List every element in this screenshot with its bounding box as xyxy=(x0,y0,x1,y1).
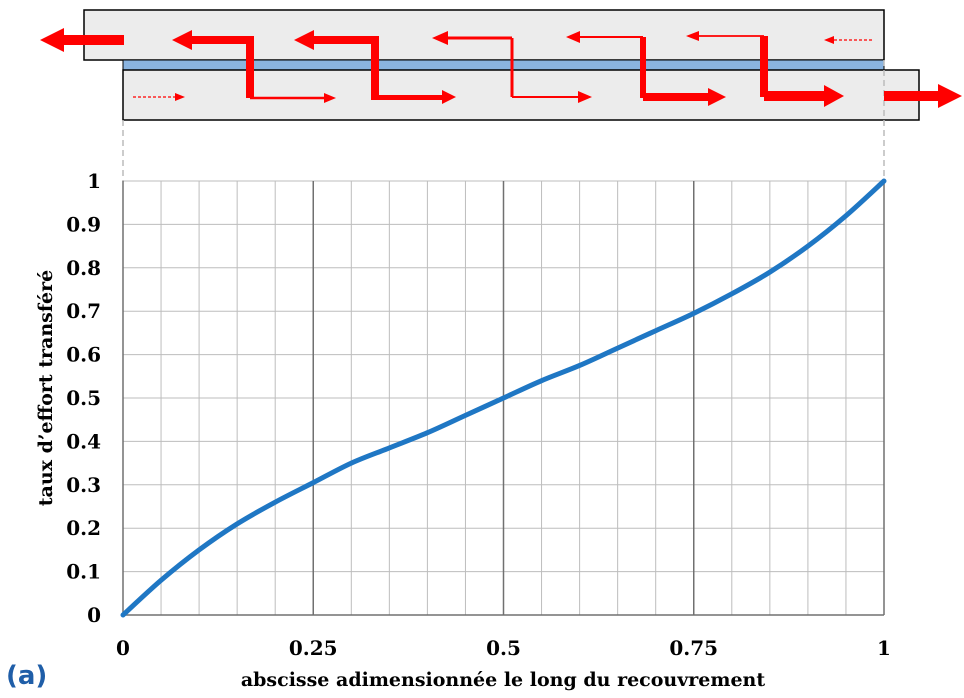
y-axis-label: taux d’effort transféré xyxy=(35,270,57,506)
adhesive-layer xyxy=(122,59,885,71)
y-tick-label: 0.8 xyxy=(66,256,101,280)
load-transfer-arrows xyxy=(40,28,962,108)
series-layer xyxy=(120,178,887,618)
x-tick-label: 0 xyxy=(116,636,130,660)
y-tick-label: 0.1 xyxy=(66,560,101,584)
y-tick-label: 0.7 xyxy=(66,299,101,323)
y-tick-label: 0.9 xyxy=(66,212,101,236)
series-line xyxy=(120,178,887,618)
y-tick-label: 0 xyxy=(87,603,101,627)
y-tick-label: 0.3 xyxy=(66,473,101,497)
y-tick-label: 0.5 xyxy=(66,386,101,410)
minor-gridlines xyxy=(123,180,884,616)
x-axis-label: abscisse adimensionnée le long du recouv… xyxy=(241,669,766,691)
joint-schematic xyxy=(40,9,962,181)
y-tick-label: 1 xyxy=(87,169,101,193)
chart-area: 0 0.25 0.5 0.75 1 0 0.1 0.2 0.3 0.4 0.5 0.6 0.7 0.8 0.… xyxy=(6,169,891,691)
y-tick-label: 0.2 xyxy=(66,516,101,540)
major-gridlines xyxy=(122,181,885,616)
x-tick-label: 0.5 xyxy=(486,636,521,660)
upper-adherend xyxy=(83,9,885,61)
x-tick-label: 0.75 xyxy=(669,636,718,660)
y-tick-label: 0.4 xyxy=(66,429,101,453)
tick-labels: 0 0.25 0.5 0.75 1 0 0.1 0.2 0.3 0.4 0.5 0.6 0.7 0.8 0.… xyxy=(66,169,891,660)
x-tick-label: 1 xyxy=(877,636,891,660)
panel-label: (a) xyxy=(6,661,47,691)
y-tick-label: 0.6 xyxy=(66,343,101,367)
x-tick-label: 0.25 xyxy=(289,636,338,660)
